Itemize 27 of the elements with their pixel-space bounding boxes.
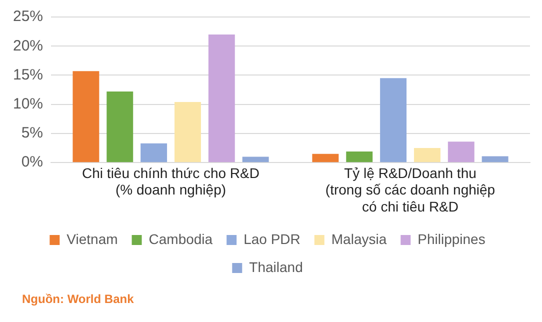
bar [448,142,474,162]
y-tick-label: 15% [12,66,44,84]
legend-label: Cambodia [148,230,213,247]
bar [482,156,508,162]
bar [346,152,373,162]
x-tick-label: Tỷ lệ R&D/Doanh thu (trong số các doanh nghiệp có chi tiêu R&D [325,164,496,214]
bar [208,34,235,162]
text: Nguồn: World Bank [22,292,134,306]
legend-label: Philippines [418,230,486,247]
bar [312,154,339,162]
bar [174,102,201,162]
bar [414,148,440,162]
legend-label: Thailand [249,258,303,275]
bar [380,78,407,162]
legend-label: Vietnam [66,230,118,247]
bar [242,156,269,162]
y-tick-label: 10% [12,96,44,112]
bar [72,71,100,162]
y-tick-label: 25% [12,8,44,26]
bar [140,143,168,162]
legend-label: Lao PDR [244,230,300,247]
legend-label: Malaysia [331,230,387,247]
y-tick-label: 5% [21,124,44,142]
y-tick-label: 20% [12,37,44,54]
bar [106,92,134,162]
y-tick-label: 0% [21,154,44,171]
x-tick-label: Chi tiêu chính thức cho R&D (% doanh nghiệp) [82,164,260,198]
